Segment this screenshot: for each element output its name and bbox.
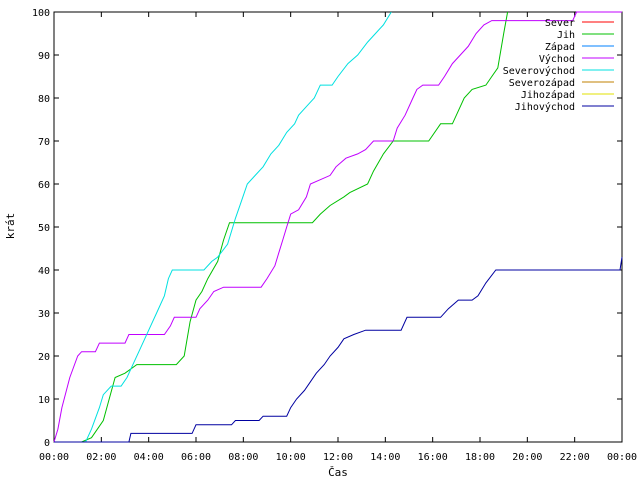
- y-tick-label: 50: [38, 223, 50, 234]
- y-tick-label: 40: [38, 266, 50, 277]
- x-tick-label: 12:00: [323, 452, 353, 463]
- x-tick-label: 00:00: [607, 452, 637, 463]
- x-tick-label: 14:00: [370, 452, 400, 463]
- x-tick-label: 16:00: [418, 452, 448, 463]
- x-tick-label: 00:00: [39, 452, 69, 463]
- legend-label: Jih: [557, 30, 575, 41]
- y-tick-label: 60: [38, 180, 50, 191]
- x-tick-label: 06:00: [181, 452, 211, 463]
- x-tick-label: 20:00: [512, 452, 542, 463]
- y-tick-label: 80: [38, 94, 50, 105]
- y-tick-label: 30: [38, 309, 50, 320]
- x-tick-label: 04:00: [134, 452, 164, 463]
- legend-label: Západ: [545, 41, 575, 53]
- legend-label: Jihovýchod: [515, 101, 575, 113]
- y-tick-label: 90: [38, 51, 50, 62]
- y-tick-label: 70: [38, 137, 50, 148]
- legend-label: Sever: [545, 18, 575, 29]
- y-tick-label: 20: [38, 352, 50, 363]
- y-tick-label: 10: [38, 395, 50, 406]
- series-line-jihovýchod: [54, 257, 623, 443]
- series-line-jih: [54, 11, 509, 443]
- x-tick-label: 10:00: [276, 452, 306, 463]
- legend-label: Jihozápad: [521, 89, 575, 101]
- x-tick-label: 08:00: [228, 452, 258, 463]
- series-line-východ: [53, 11, 622, 443]
- x-tick-label: 22:00: [560, 452, 590, 463]
- y-tick-label: 0: [44, 438, 50, 449]
- y-tick-label: 100: [32, 8, 50, 19]
- legend: SeverJihZápadVýchodSeverovýchodSeverozáp…: [503, 18, 614, 113]
- y-axis-title: krát: [4, 213, 17, 240]
- series-line-severovýchod: [54, 11, 392, 443]
- legend-label: Severovýchod: [503, 65, 575, 77]
- series-lines: [53, 11, 623, 443]
- x-axis-ticks: 00:00 02:00 04:00 06:00 08:00 10:00 12:00 14:00…: [39, 12, 637, 463]
- legend-label: Východ: [539, 53, 575, 65]
- x-axis-title: Čas: [328, 466, 348, 479]
- x-tick-label: 18:00: [465, 452, 495, 463]
- legend-label: Severozápad: [509, 77, 575, 89]
- x-tick-label: 02:00: [86, 452, 116, 463]
